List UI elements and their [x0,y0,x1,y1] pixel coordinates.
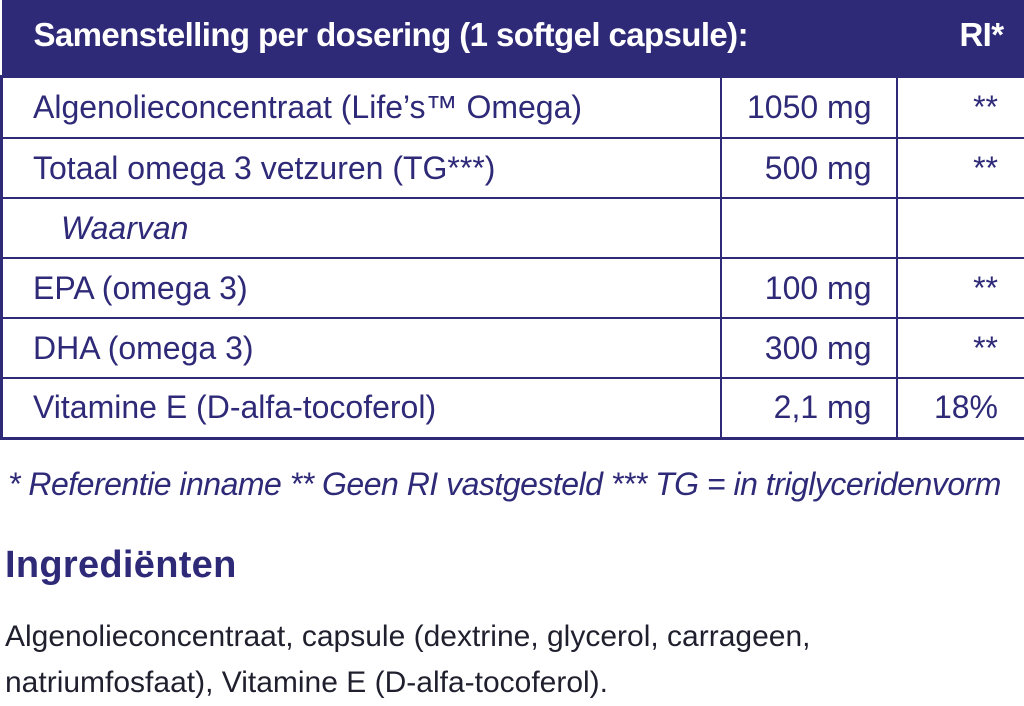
ingredient-amount [721,198,897,258]
ingredient-name: Vitamine E (D-alfa-tocoferol) [2,378,721,438]
subheading-waarvan: Waarvan [2,198,721,258]
ingredient-amount: 300 mg [721,318,897,378]
ingredient-name: Algenolieconcentraat (Life’s™ Omega) [2,76,721,138]
ingredients-heading: Ingrediënten [5,544,237,587]
ingredient-ri: ** [897,76,1024,138]
table-row: EPA (omega 3) 100 mg ** [2,258,1024,318]
table-header-row: Samenstelling per dosering (1 softgel ca… [2,0,1024,76]
ingredient-amount: 500 mg [721,138,897,198]
ingredient-name: Totaal omega 3 vetzuren (TG***) [2,138,721,198]
table-row: Totaal omega 3 vetzuren (TG***) 500 mg *… [2,138,1024,198]
table-header-ri: RI* [897,0,1024,76]
table-row: DHA (omega 3) 300 mg ** [2,318,1024,378]
nutrition-table: Samenstelling per dosering (1 softgel ca… [0,0,1024,440]
ingredient-ri: ** [897,138,1024,198]
ingredient-ri: 18% [897,378,1024,438]
ingredient-amount: 2,1 mg [721,378,897,438]
ingredient-name: DHA (omega 3) [2,318,721,378]
table-row: Waarvan [2,198,1024,258]
ingredient-ri [897,198,1024,258]
ingredient-amount: 1050 mg [721,76,897,138]
table-header-title: Samenstelling per dosering (1 softgel ca… [2,0,897,76]
ingredient-amount: 100 mg [721,258,897,318]
ingredient-ri: ** [897,258,1024,318]
ingredients-text: Algenolieconcentraat, capsule (dextrine,… [5,614,1005,706]
footnote: * Referentie inname ** Geen RI vastgeste… [8,466,1024,503]
ingredient-ri: ** [897,318,1024,378]
table-row: Algenolieconcentraat (Life’s™ Omega) 105… [2,76,1024,138]
table-row: Vitamine E (D-alfa-tocoferol) 2,1 mg 18% [2,378,1024,438]
ingredient-name: EPA (omega 3) [2,258,721,318]
